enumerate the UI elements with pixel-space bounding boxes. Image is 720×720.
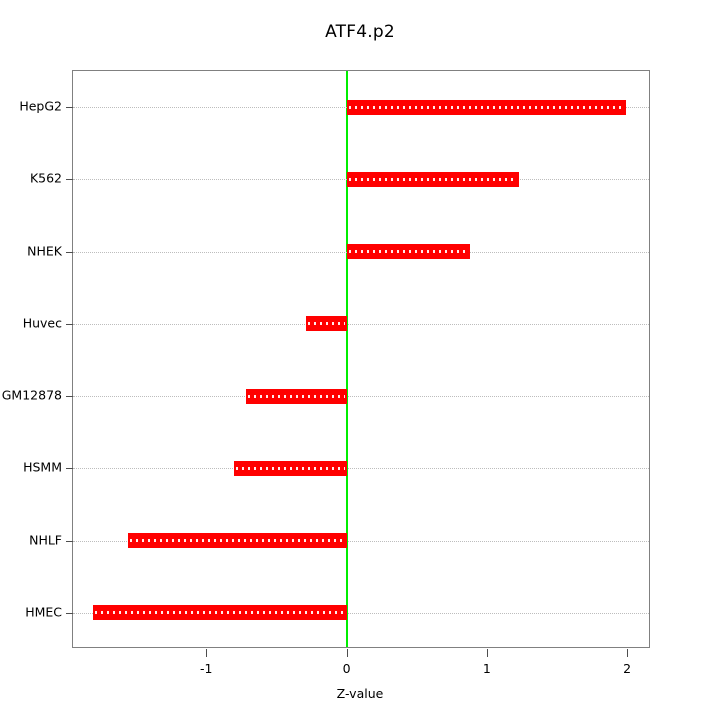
x-axis-label--1: -1 [200,661,213,676]
y-axis-tick [66,107,73,109]
y-axis-tick [66,396,73,398]
x-axis-title: Z-value [336,686,384,701]
y-axis-label-k562: K562 [29,170,62,186]
bar-k562 [346,171,520,187]
bar-hepg2 [346,99,626,115]
gridline [73,468,649,470]
bar-fill-pattern [348,177,518,181]
bar-fill-pattern [307,322,345,326]
bar-hmec [92,605,347,621]
y-axis-label-nhek: NHEK [27,243,62,259]
gridline [73,612,649,614]
bar-fill-pattern [247,394,345,398]
x-axis-tick [346,649,348,657]
y-axis-label-huvec: Huvec [22,315,62,331]
bar-fill-pattern [236,466,345,470]
chart-title: ATF4.p2 [325,22,395,42]
y-axis-label-hmec: HMEC [25,604,62,620]
bar-gm12878 [245,388,347,404]
y-axis-tick [66,468,73,470]
y-axis-label-gm12878: GM12878 [1,387,62,403]
x-axis-tick [627,649,629,657]
y-axis-tick [66,323,73,325]
x-axis-label-2: 2 [623,661,632,676]
bar-fill-pattern [129,539,345,543]
y-axis-label-hepg2: HepG2 [19,98,62,114]
x-axis-tick [486,649,488,657]
y-axis-tick [66,251,73,253]
y-axis-label-hsmm: HSMM [23,459,62,475]
y-axis-label-nhlf: NHLF [29,532,62,548]
bar-nhek [346,244,471,260]
bar-huvec [305,316,347,332]
x-axis-tick [206,649,208,657]
bar-fill-pattern [348,105,624,109]
zero-reference-line [345,71,348,647]
bar-nhlf [127,533,347,549]
y-axis-tick [66,179,73,181]
y-axis-tick [66,612,73,614]
y-axis-tick [66,540,73,542]
gridline [73,396,649,398]
gridline [73,540,649,542]
bar-hsmm [234,460,347,476]
plot-area: -1 0 1 2 [66,70,650,676]
x-axis-label-0: 0 [342,661,351,676]
gridline [73,323,649,325]
bar-fill-pattern [348,250,469,254]
bar-fill-pattern [94,611,345,615]
x-axis-label-1: 1 [482,661,491,676]
